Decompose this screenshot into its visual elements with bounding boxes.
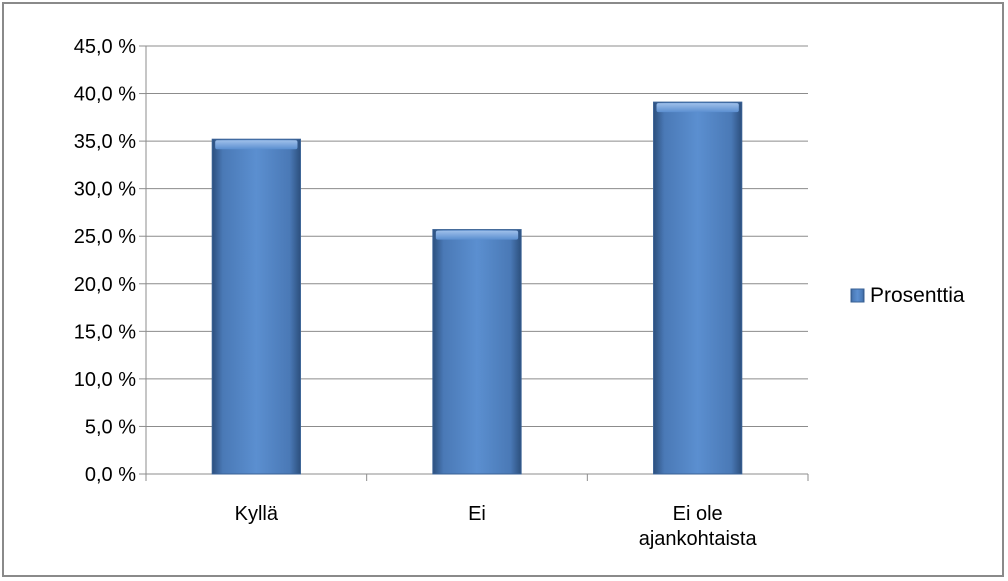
bars — [211, 101, 743, 475]
x-tick-label: ajankohtaista — [639, 528, 758, 550]
y-tick-label: 45,0 % — [74, 36, 136, 58]
y-tick-label: 35,0 % — [74, 131, 136, 153]
y-tick-label: 5,0 % — [85, 416, 136, 438]
y-tick-label: 0,0 % — [85, 464, 136, 486]
bar — [432, 229, 522, 475]
y-tick-label: 40,0 % — [74, 84, 136, 106]
legend-swatch — [850, 288, 865, 303]
y-tick-label: 20,0 % — [74, 274, 136, 296]
y-tick-label: 30,0 % — [74, 179, 136, 201]
x-tick-label: Ei ole — [673, 503, 723, 525]
y-tick-label: 10,0 % — [74, 369, 136, 391]
y-tick-label: 25,0 % — [74, 226, 136, 248]
bar — [653, 101, 743, 475]
y-tick-label: 15,0 % — [74, 321, 136, 343]
bar — [211, 138, 301, 475]
legend-label: Prosenttia — [870, 284, 965, 307]
x-tick-label: Kyllä — [235, 503, 279, 525]
legend: Prosenttia — [850, 284, 965, 307]
x-tick-label: Ei — [468, 503, 486, 525]
tick-labels: 0,0 % 5,0 % 10,0 % 15,0 % 20,0 % 25,0 % 30,0 %… — [74, 36, 758, 550]
